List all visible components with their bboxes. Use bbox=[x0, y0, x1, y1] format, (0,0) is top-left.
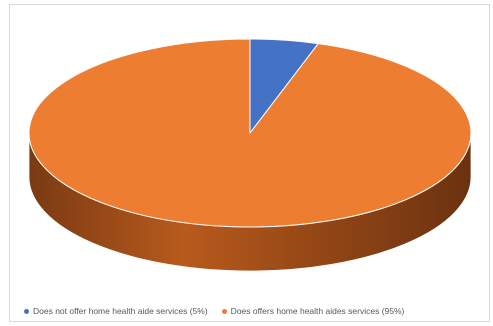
legend-label-no-service: Does not offer home health aide services… bbox=[33, 306, 208, 316]
legend-swatch-blue bbox=[24, 308, 29, 314]
legend-entry-offers-service: Does offers home health aides services (… bbox=[221, 306, 405, 316]
pie-slice-1 bbox=[28, 38, 472, 228]
legend-entry-no-service: Does not offer home health aide services… bbox=[24, 306, 208, 316]
legend: Does not offer home health aide services… bbox=[24, 306, 404, 316]
legend-swatch-orange bbox=[221, 308, 227, 314]
legend-label-offers-service: Does offers home health aides services (… bbox=[230, 306, 405, 316]
